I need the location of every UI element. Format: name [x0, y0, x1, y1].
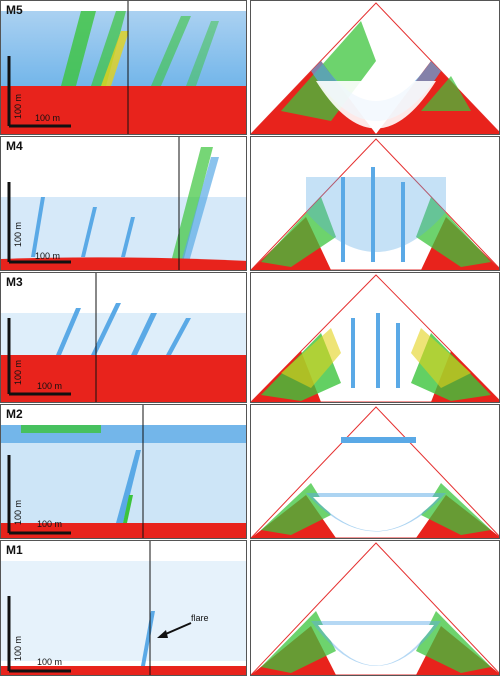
sonar-fan-m4 — [250, 136, 500, 271]
panel-label-m3: M3 — [6, 275, 23, 289]
vertical-scale-label-m3: 100 m — [13, 359, 23, 385]
row-m1: M1 100 m 100 m flare — [0, 540, 500, 676]
echogram-m4-image — [1, 137, 246, 270]
sonar-fan-m3 — [250, 272, 500, 403]
vertical-scale-label-m1: 100 m — [13, 635, 23, 661]
sonar-fan-m4-image — [251, 138, 499, 270]
horizontal-scale-label-m4: 100 m — [35, 251, 61, 261]
echogram-m2: M2 100 m 100 m — [0, 404, 247, 539]
echogram-m2-image — [1, 405, 246, 538]
echogram-m4: M4 100 m 100 m — [0, 136, 247, 271]
sonar-fan-m1 — [250, 540, 500, 676]
echogram-m1: M1 100 m 100 m flare — [0, 540, 247, 676]
vertical-scale-label-m4: 100 m — [13, 221, 23, 247]
row-m3: M3 100 m 100 m — [0, 272, 500, 403]
panel-label-m4: M4 — [6, 139, 23, 153]
horizontal-scale-label-m5: 100 m — [35, 113, 61, 123]
echogram-m1-image — [1, 541, 246, 675]
row-m5: M5 100 m 100 m — [0, 0, 500, 135]
sonar-fan-m1-image — [251, 542, 499, 675]
vertical-scale-label-m2: 100 m — [13, 499, 23, 525]
panel-label-m5: M5 — [6, 3, 23, 17]
horizontal-scale-label-m1: 100 m — [37, 657, 63, 667]
echogram-m3: M3 100 m 100 m — [0, 272, 247, 403]
sonar-fan-m5-image — [251, 2, 499, 134]
panel-label-m2: M2 — [6, 407, 23, 421]
sonar-fan-m5 — [250, 0, 500, 135]
sonar-fan-m2-image — [251, 406, 499, 538]
echogram-m3-image — [1, 273, 246, 402]
row-m4: M4 100 m 100 m — [0, 136, 500, 271]
vertical-scale-label-m5: 100 m — [13, 93, 23, 119]
row-m2: M2 100 m 100 m — [0, 404, 500, 539]
echogram-m5: M5 100 m 100 m — [0, 0, 247, 135]
panel-label-m1: M1 — [6, 543, 23, 557]
flare-annotation: flare — [191, 613, 209, 623]
echogram-m5-image — [1, 1, 246, 134]
sonar-fan-m2 — [250, 404, 500, 539]
sonar-fan-m3-image — [251, 274, 499, 402]
horizontal-scale-label-m2: 100 m — [37, 519, 63, 529]
horizontal-scale-label-m3: 100 m — [37, 381, 63, 391]
